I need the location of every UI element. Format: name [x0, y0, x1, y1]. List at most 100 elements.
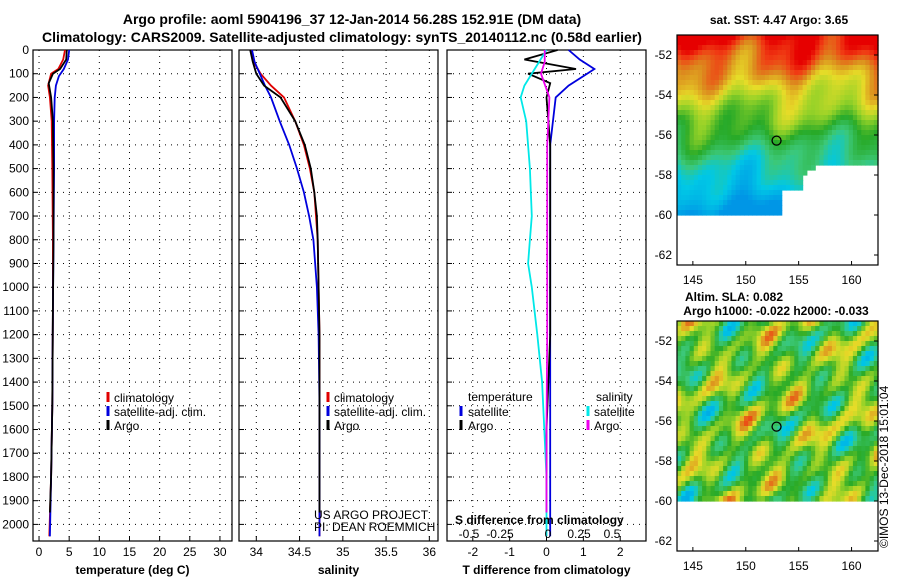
map-cell: [823, 336, 829, 342]
map-cell: [869, 105, 875, 111]
map-cell: [777, 200, 783, 206]
map-y-tick-label: -62: [655, 534, 673, 548]
map-cell: [723, 55, 728, 61]
map-cell: [852, 55, 858, 61]
map-cell: [706, 180, 712, 186]
map-cell: [677, 396, 682, 402]
map-cell: [756, 105, 762, 111]
map-cell: [865, 321, 871, 327]
map-cell: [760, 431, 766, 437]
map-cell: [748, 60, 753, 66]
map-cell: [710, 466, 716, 472]
map-cell: [710, 381, 716, 387]
map-cell: [836, 50, 841, 56]
map-cell: [764, 130, 770, 136]
map-cell: [840, 346, 846, 352]
map-cell: [710, 125, 716, 131]
map-cell: [802, 466, 808, 472]
map-cell: [790, 140, 795, 146]
map-cell: [723, 125, 728, 131]
map-cell: [815, 55, 820, 61]
map-cell: [760, 105, 766, 111]
map-y-tick-label: -58: [655, 454, 673, 468]
map-cell: [777, 386, 783, 392]
map-cell: [857, 85, 862, 91]
map-cell: [702, 145, 707, 151]
map-cell: [865, 361, 871, 367]
map-cell: [806, 80, 812, 86]
map-cell: [806, 481, 812, 487]
map-y-tick-label: -52: [655, 48, 673, 62]
map-cell: [744, 170, 749, 176]
map-cell: [827, 115, 833, 121]
map-cell: [869, 421, 875, 427]
map-cell: [685, 396, 691, 402]
map-cell: [718, 210, 724, 216]
map-cell: [706, 75, 712, 81]
map-cell: [869, 45, 875, 51]
map-cell: [739, 441, 745, 447]
map-cell: [756, 476, 762, 482]
map-cell: [752, 371, 758, 377]
map-cell: [827, 40, 833, 46]
map-cell: [827, 431, 833, 437]
map-cell: [777, 165, 783, 171]
map-cell: [748, 326, 753, 332]
map-cell: [773, 396, 779, 402]
map-cell: [681, 416, 686, 422]
map-cell: [697, 346, 703, 352]
depth-tick-label: 700: [9, 209, 29, 223]
map-cell: [718, 190, 724, 196]
map-cell: [802, 471, 808, 477]
map-cell: [827, 95, 833, 101]
map-cell: [781, 50, 787, 56]
map-cell: [781, 45, 787, 51]
map-cell: [827, 351, 833, 357]
map-cell: [769, 160, 774, 166]
map-cell: [710, 486, 716, 492]
map-cell: [739, 200, 745, 206]
map-cell: [831, 366, 837, 372]
map-cell: [677, 80, 682, 86]
map-cell: [739, 55, 745, 61]
map-cell: [702, 386, 707, 392]
map-cell: [710, 401, 716, 407]
map-cell: [739, 491, 745, 497]
map-cell: [815, 471, 820, 477]
map-cell: [777, 326, 783, 332]
map-cell: [756, 145, 762, 151]
map-cell: [697, 476, 703, 482]
map-cell: [873, 466, 879, 472]
map-cell: [689, 50, 695, 56]
map-cell: [752, 95, 758, 101]
map-cell: [748, 356, 753, 362]
map-cell: [710, 120, 716, 126]
map-cell: [764, 175, 770, 181]
map-cell: [723, 321, 728, 327]
map-cell: [764, 321, 770, 327]
map-cell: [735, 90, 741, 96]
map-cell: [693, 461, 699, 467]
map-cell: [752, 105, 758, 111]
depth-tick-label: 1000: [2, 280, 29, 294]
map-cell: [831, 326, 837, 332]
map-cell: [689, 456, 695, 462]
map-cell: [748, 416, 753, 422]
map-cell: [823, 351, 829, 357]
map-cell: [697, 45, 703, 51]
map-cell: [798, 376, 804, 382]
map-cell: [815, 150, 820, 156]
map-cell: [769, 105, 774, 111]
map-cell: [806, 65, 812, 71]
map-cell: [727, 70, 733, 76]
map-cell: [823, 130, 829, 136]
map-cell: [844, 95, 850, 101]
map-cell: [744, 356, 749, 362]
map-cell: [697, 361, 703, 367]
map-cell: [735, 491, 741, 497]
map-cell: [798, 105, 804, 111]
map-cell: [844, 496, 850, 502]
map-cell: [718, 361, 724, 367]
map-cell: [811, 381, 816, 387]
map-cell: [685, 466, 691, 472]
